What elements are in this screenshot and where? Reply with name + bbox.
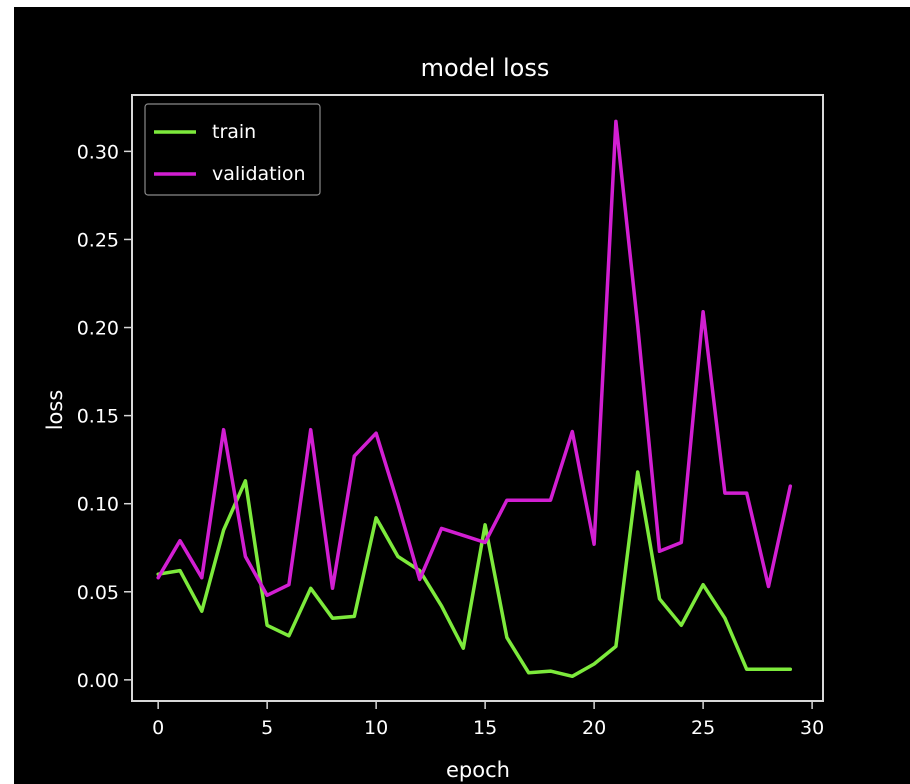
y-tick-label: 0.10 [77,494,119,516]
series-line-validation [156,119,793,598]
legend: train validation [144,103,321,196]
x-tick-label: 5 [261,717,273,739]
y-tick-label: 0.25 [77,229,119,251]
chart-title: model loss [421,54,550,82]
y-tick-label: 0.20 [77,318,119,340]
series-line-train [156,470,793,679]
y-axis-label: loss [43,390,67,431]
x-tick-label: 0 [152,717,164,739]
chart-frame: model loss 0 5 10 15 20 25 30 0.00 0.05 0.10 0.15 0… [14,7,910,784]
x-tick-label: 30 [800,717,824,739]
x-tick-label: 25 [691,717,715,739]
legend-label-validation: validation [212,163,306,185]
plot-area [131,94,824,702]
y-tick-label: 0.05 [77,582,119,604]
x-axis-label: epoch [446,758,510,782]
y-tick-label: 0.15 [77,406,119,428]
x-tick-label: 20 [582,717,606,739]
x-tick-label: 10 [364,717,388,739]
loss-chart: model loss 0 5 10 15 20 25 30 0.00 0.05 0.10 0.15 0… [43,54,824,782]
x-tick-label: 15 [473,717,497,739]
y-tick-label: 0.00 [77,670,119,692]
legend-label-train: train [212,121,256,143]
y-tick-label: 0.30 [77,141,119,163]
